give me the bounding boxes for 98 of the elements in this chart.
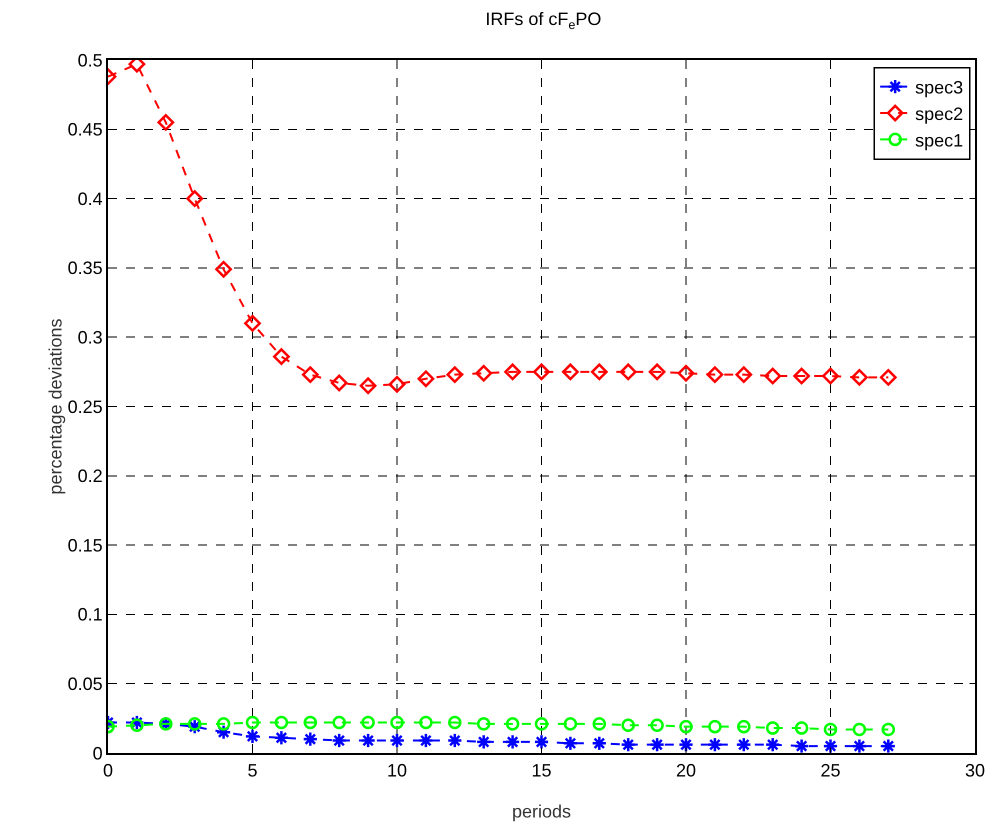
point <box>418 370 434 388</box>
point <box>649 736 665 753</box>
point <box>246 716 260 730</box>
point <box>620 363 637 380</box>
point <box>564 717 578 731</box>
legend-label: spec1 <box>915 130 964 150</box>
point <box>476 717 490 731</box>
point <box>590 363 608 380</box>
x-tick-label: 15 <box>531 760 552 780</box>
point <box>446 732 463 748</box>
point <box>331 732 348 748</box>
point <box>822 738 838 753</box>
y-tick-label: 0 <box>92 743 103 764</box>
point <box>822 368 839 384</box>
point <box>186 190 204 207</box>
point <box>794 738 810 753</box>
y-tick-label: 0.25 <box>68 396 103 417</box>
point <box>418 732 434 748</box>
y-tick-label: 0.15 <box>68 535 103 556</box>
point <box>157 114 174 131</box>
point <box>273 348 290 365</box>
point <box>476 734 492 750</box>
point <box>388 376 406 393</box>
y-tick-label: 0.05 <box>68 674 103 694</box>
point <box>708 720 722 734</box>
point <box>274 716 288 730</box>
y-tick-label: 0.4 <box>78 188 103 209</box>
point <box>533 363 550 380</box>
point <box>851 368 868 386</box>
point <box>591 735 608 752</box>
point <box>332 716 346 730</box>
x-tick-label: 5 <box>247 760 258 780</box>
x-tick-label: 25 <box>820 760 841 780</box>
y-tick-label: 0.3 <box>78 328 103 348</box>
point <box>361 716 375 730</box>
legend-label: spec2 <box>915 104 964 124</box>
point <box>562 363 579 380</box>
point <box>216 717 230 731</box>
point <box>621 718 635 732</box>
point <box>706 366 724 384</box>
point <box>130 718 144 732</box>
point <box>794 721 808 735</box>
point <box>360 377 376 394</box>
point <box>390 716 404 730</box>
point <box>880 738 896 753</box>
point <box>707 736 723 753</box>
point <box>475 364 492 382</box>
point <box>448 716 462 730</box>
legend-label: spec3 <box>915 78 964 98</box>
point <box>735 366 752 384</box>
point <box>504 363 521 380</box>
point <box>882 722 896 736</box>
point <box>506 717 520 731</box>
y-tick-label: 0.2 <box>78 466 103 486</box>
y-axis-title: percentage deviations <box>46 318 66 495</box>
point <box>766 721 780 735</box>
point <box>880 368 897 386</box>
point <box>736 736 752 753</box>
point <box>504 734 520 750</box>
point <box>592 717 606 731</box>
x-tick-label: 20 <box>676 760 696 780</box>
point <box>852 738 868 753</box>
point <box>737 720 751 734</box>
point <box>244 728 260 744</box>
point <box>793 368 810 384</box>
point <box>764 368 782 384</box>
point <box>648 363 666 380</box>
point <box>764 736 781 753</box>
point <box>188 717 202 731</box>
point <box>360 732 376 748</box>
y-tick-label: 0.1 <box>78 604 103 625</box>
y-tick-label: 0.45 <box>68 120 103 140</box>
point <box>562 735 578 752</box>
x-tick-label: 10 <box>386 760 408 780</box>
point <box>650 718 664 732</box>
chart-title: IRFs of cF$_{e}$PO <box>485 8 602 32</box>
point <box>678 364 694 382</box>
point <box>620 736 636 753</box>
point <box>215 260 232 278</box>
x-tick-label: 30 <box>964 760 986 780</box>
point <box>302 366 319 384</box>
point <box>534 734 550 750</box>
y-tick-label: 0.5 <box>78 50 103 70</box>
point <box>304 716 318 730</box>
point <box>419 716 433 730</box>
x-axis-title: periods <box>512 802 572 822</box>
point <box>678 736 694 753</box>
point <box>824 722 838 736</box>
point <box>679 720 693 734</box>
point <box>389 732 405 748</box>
point <box>244 314 261 332</box>
point <box>534 717 548 731</box>
point <box>446 366 464 384</box>
y-tick-label: 0.35 <box>68 258 103 278</box>
point <box>274 730 290 746</box>
point <box>330 374 348 392</box>
point <box>302 731 318 747</box>
point <box>852 722 866 736</box>
